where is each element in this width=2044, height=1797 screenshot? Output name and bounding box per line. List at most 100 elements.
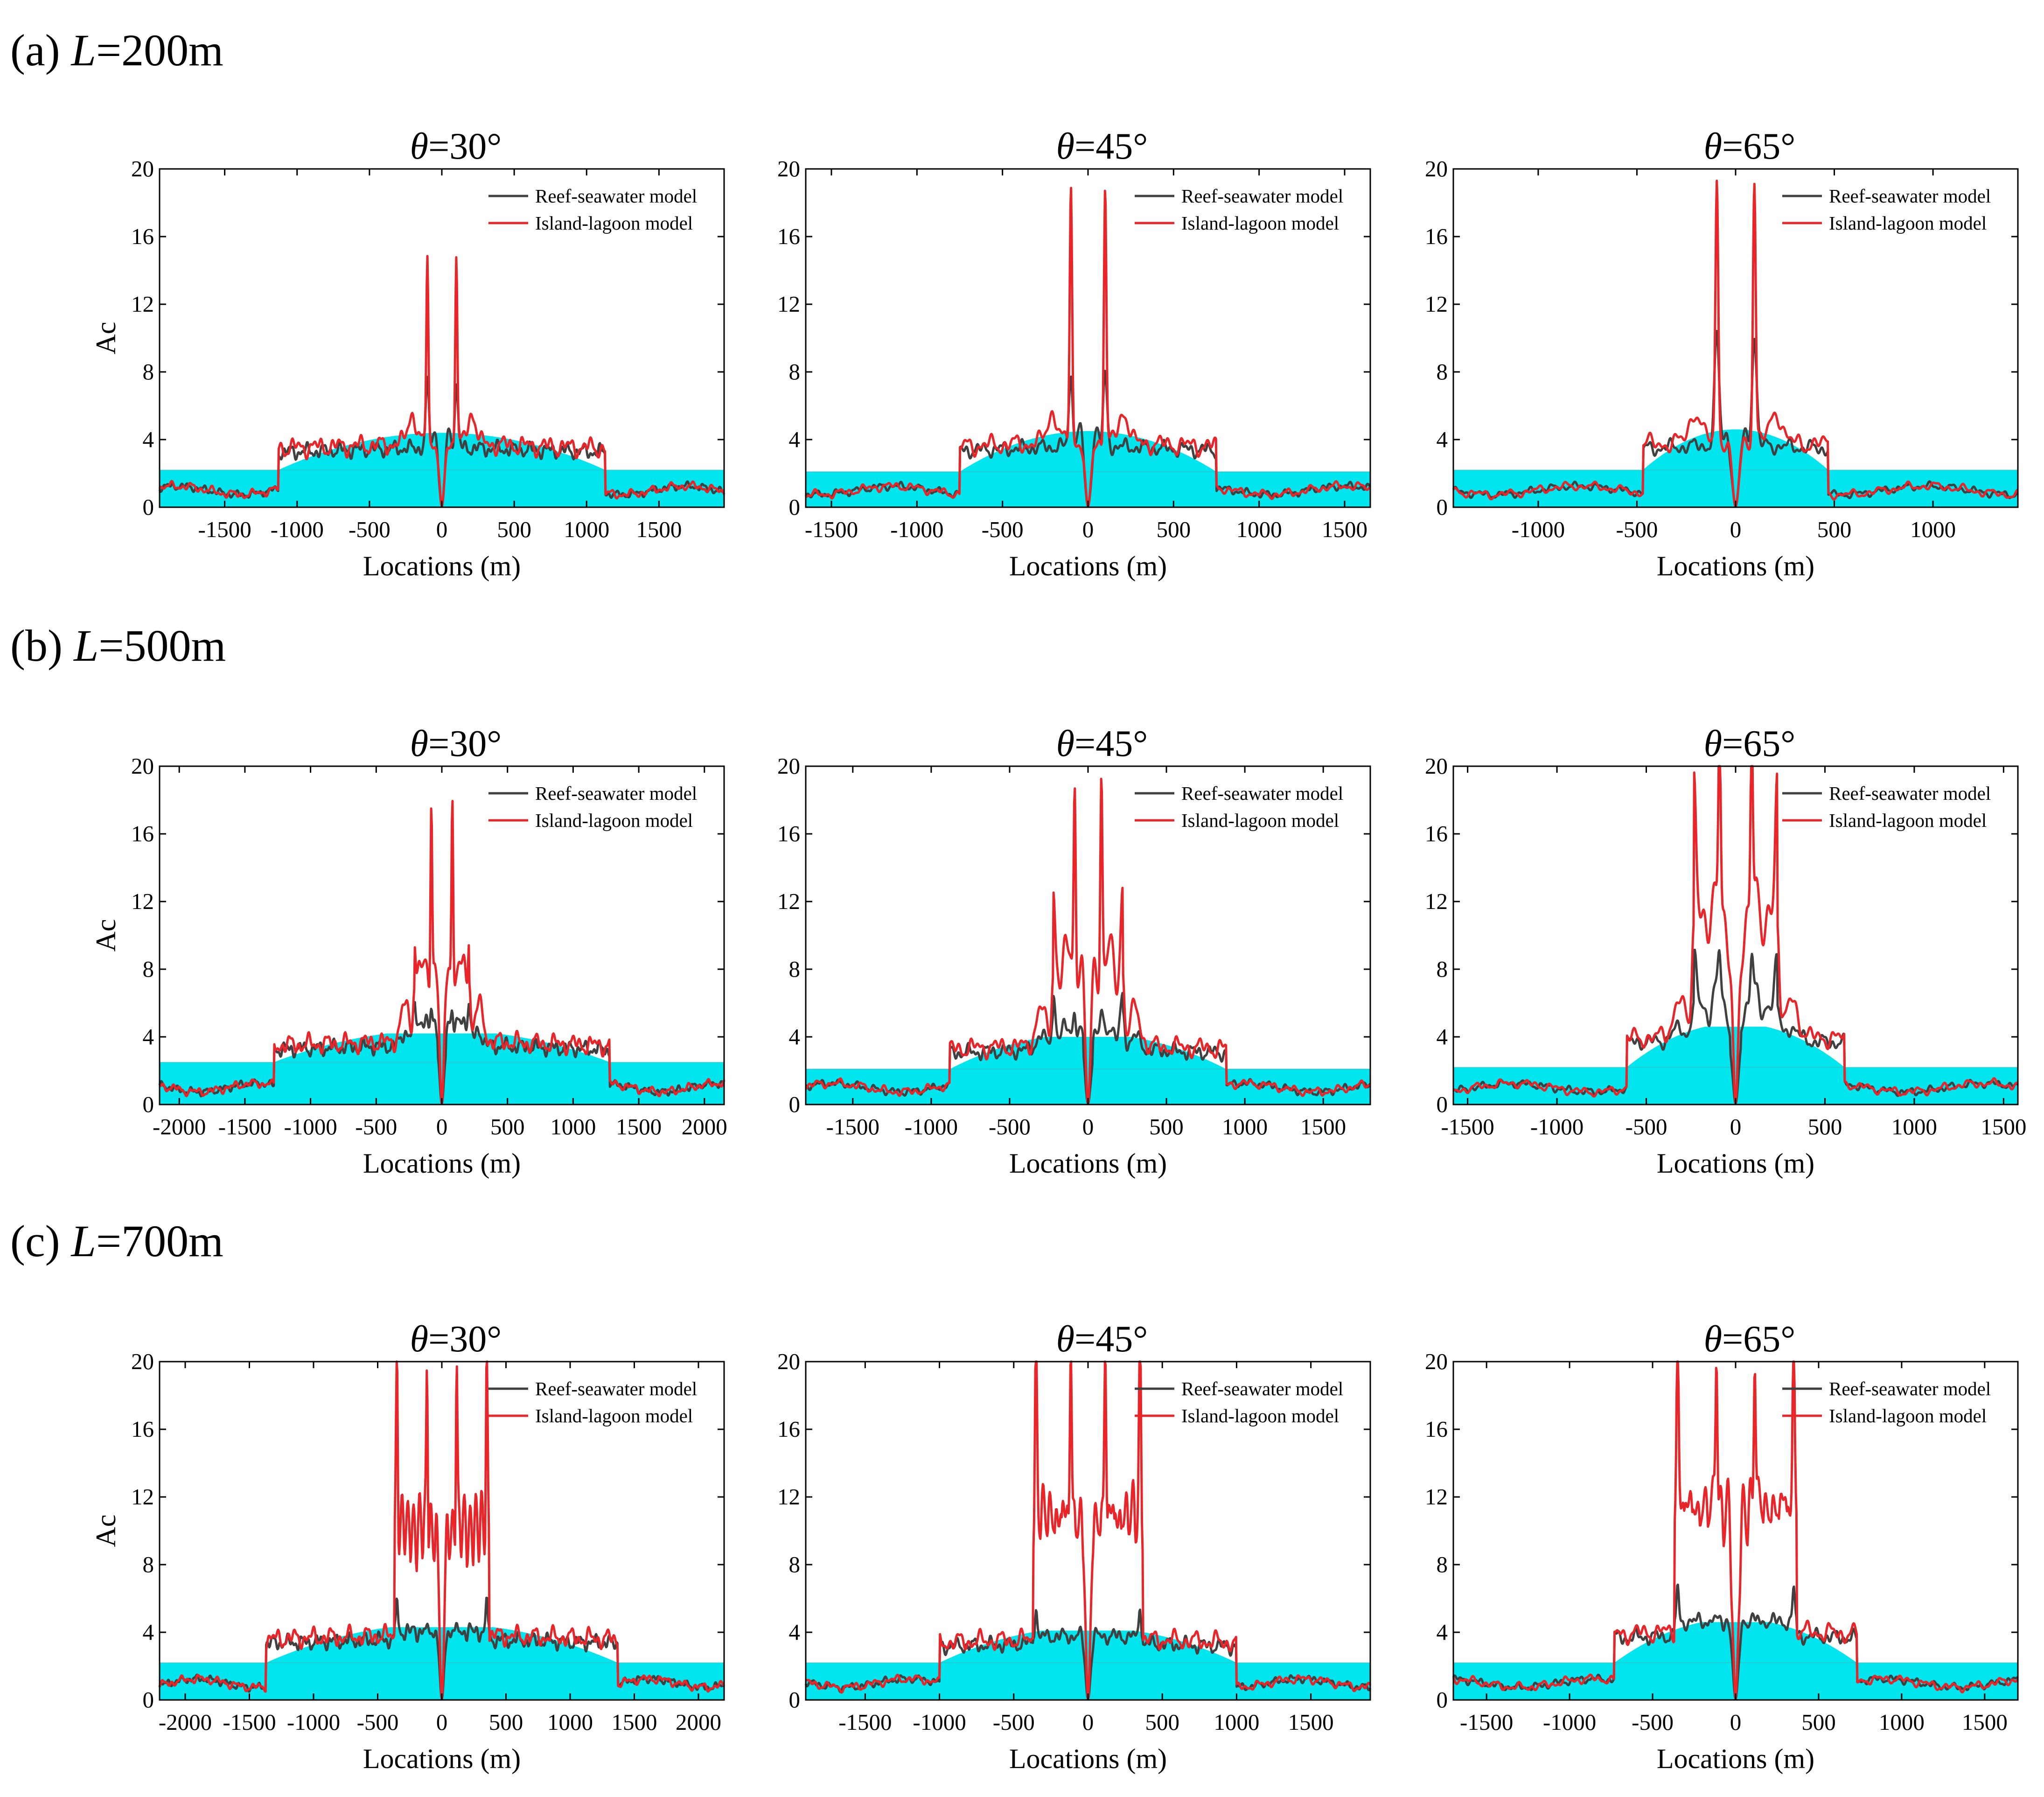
chart-panel: 0 4 8 12 16 20 -2000 -1500 -1000 -500 0 500 1000 1500… xyxy=(91,1319,726,1774)
x-tick-label: -500 xyxy=(1632,1709,1674,1735)
legend-label-island: Island-lagoon model xyxy=(1181,810,1339,831)
legend-label-reef: Reef-seawater model xyxy=(1829,783,1991,804)
panel-title: θ=65° xyxy=(1704,1319,1795,1360)
x-tick-label: -500 xyxy=(357,1709,399,1735)
chart-panel: 0 4 8 12 16 20 -1000 -500 0 500 1000 θ=65° Locations… xyxy=(1425,126,2019,581)
y-tick-label: 4 xyxy=(789,427,801,452)
y-axis-label: Ac xyxy=(91,919,121,952)
panel-title-var: θ xyxy=(410,1319,428,1360)
y-tick-label: 4 xyxy=(789,1619,801,1645)
x-tick-label: -1500 xyxy=(805,517,858,542)
seawater-fill-area xyxy=(1453,1027,2018,1105)
seawater-fill-area xyxy=(806,1630,1370,1700)
x-tick-label: 500 xyxy=(497,517,531,542)
x-tick-label: 0 xyxy=(1730,1709,1742,1735)
x-tick-label: -1500 xyxy=(1460,1709,1513,1735)
chart-panel: 0 4 8 12 16 20 -1500 -1000 -500 0 500 1000 1500 θ=30°… xyxy=(91,126,726,581)
panel-title-value: =30° xyxy=(428,723,502,764)
chart-panel: 0 4 8 12 16 20 -2000 -1500 -1000 -500 0 500 1000 1500… xyxy=(91,723,727,1179)
panel-title: θ=30° xyxy=(410,126,502,167)
x-tick-label: 1000 xyxy=(1236,517,1282,542)
y-tick-label: 20 xyxy=(131,1349,154,1374)
seawater-fill-area xyxy=(160,1627,724,1700)
panel-title: θ=45° xyxy=(1056,1319,1148,1360)
x-tick-label: -1000 xyxy=(890,517,943,542)
y-axis-label: Ac xyxy=(91,322,121,355)
x-tick-label: -1500 xyxy=(826,1114,879,1140)
x-tick-label: -500 xyxy=(349,517,391,542)
panel-title-value: =30° xyxy=(428,126,502,167)
y-tick-label: 16 xyxy=(131,1416,154,1442)
seawater-fill-area xyxy=(806,431,1370,507)
panel-title-var: θ xyxy=(1056,126,1074,167)
seawater-fill-area xyxy=(160,1033,724,1105)
y-tick-label: 0 xyxy=(1437,1687,1448,1713)
x-tick-label: 1000 xyxy=(547,1709,593,1735)
legend-label-reef: Reef-seawater model xyxy=(1181,1378,1343,1399)
x-tick-label: -1500 xyxy=(218,1114,272,1140)
x-tick-label: 500 xyxy=(1808,1114,1842,1140)
legend-label-reef: Reef-seawater model xyxy=(1829,1378,1991,1399)
x-tick-label: 500 xyxy=(1149,1114,1184,1140)
x-tick-label: 500 xyxy=(1801,1709,1836,1735)
chart-panel: 0 4 8 12 16 20 -1500 -1000 -500 0 500 1000 1500 θ=65°… xyxy=(1425,723,2026,1179)
x-tick-label: 1500 xyxy=(1981,1114,2026,1140)
x-axis-label: Locations (m) xyxy=(1657,1743,1814,1774)
y-tick-label: 20 xyxy=(1425,156,1448,182)
x-tick-label: 1500 xyxy=(1322,517,1367,542)
chart-panel: 0 4 8 12 16 20 -1500 -1000 -500 0 500 1000 1500 θ=65°… xyxy=(1425,1319,2019,1774)
x-tick-label: 1000 xyxy=(1222,1114,1268,1140)
y-tick-label: 12 xyxy=(1425,1484,1448,1510)
y-tick-label: 0 xyxy=(1437,1091,1448,1117)
panel-title: θ=65° xyxy=(1704,723,1795,764)
y-tick-label: 12 xyxy=(131,291,154,317)
x-tick-label: 1500 xyxy=(616,1114,662,1140)
legend-label-reef: Reef-seawater model xyxy=(1829,185,1991,207)
x-tick-label: 0 xyxy=(1082,1114,1094,1140)
y-tick-label: 16 xyxy=(777,224,800,249)
x-tick-label: -500 xyxy=(1625,1114,1667,1140)
row-label-a: (a) L=200m xyxy=(10,25,223,75)
panel-title-value: =65° xyxy=(1722,126,1795,167)
x-tick-label: -1000 xyxy=(913,1709,966,1735)
x-tick-label: 1000 xyxy=(1891,1114,1937,1140)
x-axis-label: Locations (m) xyxy=(1657,1148,1814,1179)
x-tick-label: 500 xyxy=(1817,517,1852,542)
panel-title: θ=30° xyxy=(410,1319,502,1360)
x-tick-label: 0 xyxy=(1730,1114,1742,1140)
y-tick-label: 8 xyxy=(143,956,154,982)
y-tick-label: 20 xyxy=(131,156,154,182)
x-tick-label: -1000 xyxy=(287,1709,340,1735)
y-tick-label: 16 xyxy=(777,1416,800,1442)
x-tick-label: -500 xyxy=(993,1709,1035,1735)
panel-title: θ=45° xyxy=(1056,126,1148,167)
x-tick-label: -1000 xyxy=(284,1114,337,1140)
y-tick-label: 8 xyxy=(789,956,801,982)
y-tick-label: 12 xyxy=(1425,888,1448,914)
x-tick-label: -1500 xyxy=(223,1709,276,1735)
y-tick-label: 12 xyxy=(1425,291,1448,317)
legend-label-reef: Reef-seawater model xyxy=(535,185,697,207)
x-axis-label: Locations (m) xyxy=(1009,551,1167,581)
y-tick-label: 4 xyxy=(1437,1024,1448,1049)
y-tick-label: 0 xyxy=(789,1091,801,1117)
y-tick-label: 4 xyxy=(143,1024,154,1049)
legend-label-island: Island-lagoon model xyxy=(1181,1405,1339,1426)
panel-title-value: =65° xyxy=(1722,1319,1795,1360)
panel-title-value: =45° xyxy=(1074,723,1148,764)
x-tick-label: 500 xyxy=(1157,517,1191,542)
y-tick-label: 8 xyxy=(789,1552,801,1577)
y-tick-label: 0 xyxy=(789,494,801,520)
x-axis-label: Locations (m) xyxy=(1657,551,1814,581)
y-tick-label: 20 xyxy=(777,1349,800,1374)
y-tick-label: 16 xyxy=(131,821,154,846)
x-tick-label: 1000 xyxy=(1910,517,1956,542)
x-tick-label: -500 xyxy=(989,1114,1031,1140)
x-tick-label: -500 xyxy=(982,517,1024,542)
panel-title-var: θ xyxy=(410,126,428,167)
panel-title-value: =45° xyxy=(1074,1319,1148,1360)
x-tick-label: 0 xyxy=(1082,1709,1094,1735)
y-tick-label: 20 xyxy=(131,753,154,779)
legend-label-island: Island-lagoon model xyxy=(1829,212,1987,234)
x-tick-label: 1500 xyxy=(636,517,682,542)
